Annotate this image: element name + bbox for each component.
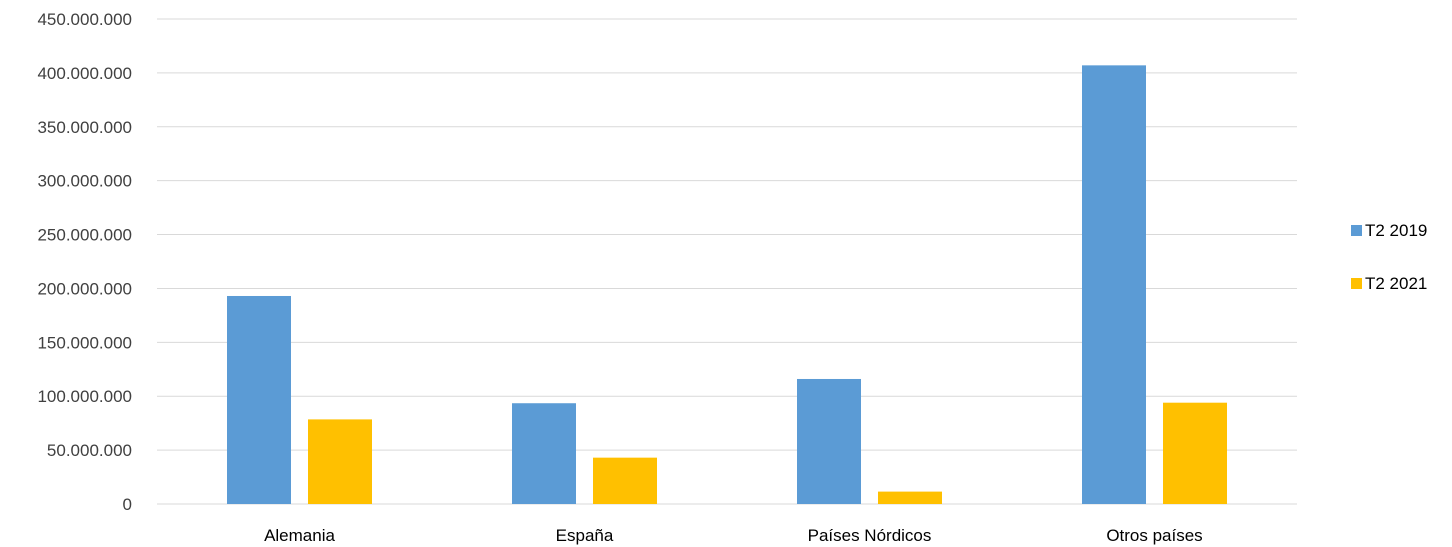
legend-swatch bbox=[1351, 278, 1362, 289]
bar-series1 bbox=[797, 378, 861, 504]
legend: T2 2019 T2 2021 bbox=[1351, 221, 1427, 293]
x-axis-category-labels: Alemania España Países Nórdicos Otros paíse… bbox=[264, 526, 1203, 545]
bar-series1 bbox=[1082, 65, 1146, 504]
bar-series2 bbox=[878, 491, 942, 504]
y-tick-label: 300.000.000 bbox=[37, 172, 132, 191]
legend-label: T2 2021 bbox=[1365, 274, 1427, 293]
bars bbox=[227, 65, 1227, 504]
x-category-label: España bbox=[556, 526, 614, 545]
legend-label: T2 2019 bbox=[1365, 221, 1427, 240]
y-tick-label: 150.000.000 bbox=[37, 333, 132, 352]
bar-series2 bbox=[593, 457, 657, 504]
y-tick-label: 400.000.000 bbox=[37, 64, 132, 83]
bar-series2 bbox=[308, 419, 372, 504]
y-tick-label: 200.000.000 bbox=[37, 279, 132, 298]
y-axis-tick-labels: 0 50.000.000 100.000.000 150.000.000 200.000… bbox=[37, 10, 132, 514]
x-category-label: Países Nórdicos bbox=[808, 526, 932, 545]
bar-series1 bbox=[227, 295, 291, 504]
y-tick-label: 450.000.000 bbox=[37, 10, 132, 29]
bar-series2 bbox=[1163, 402, 1227, 504]
bar-series1 bbox=[512, 403, 576, 504]
x-category-label: Alemania bbox=[264, 526, 335, 545]
x-category-label: Otros países bbox=[1106, 526, 1202, 545]
legend-swatch bbox=[1351, 225, 1362, 236]
y-tick-label: 50.000.000 bbox=[47, 441, 132, 460]
y-tick-label: 100.000.000 bbox=[37, 387, 132, 406]
y-tick-label: 0 bbox=[123, 495, 132, 514]
y-tick-label: 250.000.000 bbox=[37, 226, 132, 245]
y-tick-label: 350.000.000 bbox=[37, 118, 132, 137]
